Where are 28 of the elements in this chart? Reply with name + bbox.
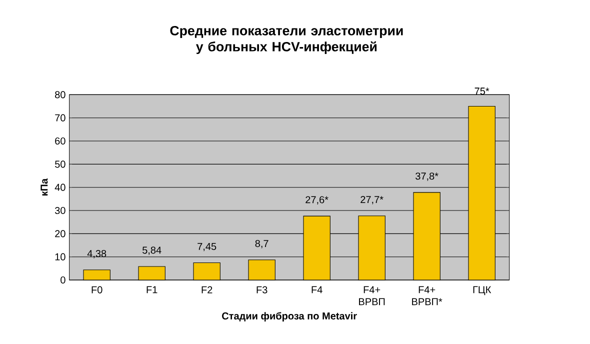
data-label: 7,45 <box>198 242 216 252</box>
y-tick-label: 80 <box>55 91 66 98</box>
data-label: 5,84 <box>142 246 162 255</box>
y-axis-title: кПа <box>40 178 48 196</box>
data-label: 8,7 <box>255 240 268 248</box>
data-label: 27,7* <box>360 196 384 204</box>
y-tick-label: 50 <box>55 160 66 168</box>
x-tick-label: ГЦК <box>473 286 492 296</box>
x-tick-label: F2 <box>202 286 212 294</box>
data-label: 4,38 <box>87 250 106 258</box>
y-tick-label: 0 <box>60 276 66 284</box>
chart-title: Средние показатели эластометрии у больных HCV-инфекцией <box>170 26 403 54</box>
y-tick-label: 30 <box>54 206 66 214</box>
data-label: 27,6* <box>306 196 328 204</box>
data-label: 75* <box>474 88 490 95</box>
y-tick-label: 10 <box>55 253 66 260</box>
data-label: 37,8* <box>416 172 438 181</box>
y-tick-label: 40 <box>54 184 66 191</box>
x-tick-label: F1 <box>146 286 158 294</box>
x-tick-label: F3 <box>256 286 268 294</box>
x-tick-label: F0 <box>92 286 102 294</box>
x-tick-label: F4+ ВРВП* <box>412 286 442 306</box>
x-tick-label: F4+ ВРВП <box>359 286 385 306</box>
y-tick-label: 20 <box>55 230 66 238</box>
x-tick-label: F4 <box>312 286 322 294</box>
x-axis-title: Стадии фиброза по Metavir <box>222 312 357 322</box>
y-tick-label: 70 <box>55 114 66 122</box>
y-tick-label: 60 <box>55 137 66 145</box>
